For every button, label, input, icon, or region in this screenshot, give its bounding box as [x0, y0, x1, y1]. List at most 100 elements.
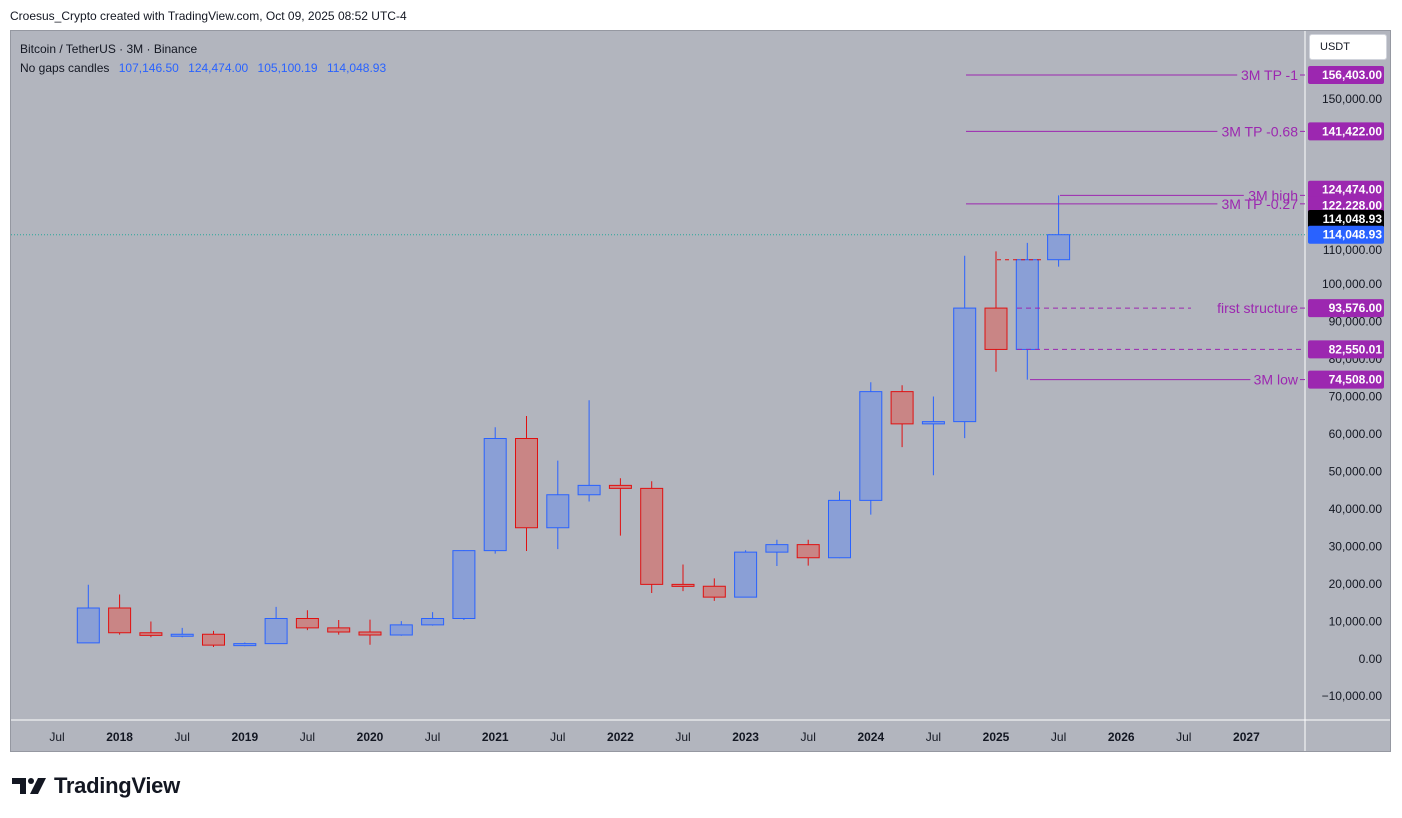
- x-tick-label: 2027: [1233, 730, 1260, 744]
- y-tick-label: 50,000.00: [1329, 465, 1383, 479]
- x-tick-label: Jul: [425, 730, 440, 744]
- candle-body: [640, 487, 664, 585]
- y-tick-label: −10,000.00: [1322, 689, 1383, 703]
- x-tick-label: 2026: [1108, 730, 1135, 744]
- x-tick-label: Jul: [926, 730, 941, 744]
- candle-body: [1015, 259, 1039, 350]
- symbol-title[interactable]: Bitcoin / TetherUS · 3M · Binance: [20, 42, 198, 56]
- chart-pane[interactable]: [10, 30, 1391, 752]
- x-tick-label: 2018: [106, 730, 133, 744]
- candle-body: [765, 544, 789, 553]
- low-value: 105,100.19: [257, 61, 318, 75]
- tradingview-logo-icon: [12, 778, 46, 794]
- candle-mode-label: No gaps candles: [20, 61, 110, 75]
- candle-body: [577, 484, 601, 496]
- y-tick-label: 90,000.00: [1329, 315, 1383, 329]
- x-tick-label: 2020: [357, 730, 384, 744]
- candle-body: [421, 618, 445, 626]
- chart-attribution: Croesus_Crypto created with TradingView.…: [10, 9, 407, 23]
- y-tick-label: 70,000.00: [1329, 390, 1383, 404]
- currency-button[interactable]: USDT: [1309, 34, 1387, 60]
- candle-body: [76, 607, 100, 644]
- level-axis-tag-bg: [1308, 66, 1384, 84]
- candlestick-chart[interactable]: −10,000.00 0.00 10,000.00 20,000.00 30,000.0…: [0, 0, 1402, 760]
- x-tick-label: 2019: [231, 730, 258, 744]
- x-tick-label: Jul: [801, 730, 816, 744]
- tradingview-logo-text: TradingView: [54, 773, 180, 798]
- level-axis-tag: 124,474.00: [1322, 183, 1382, 197]
- candle-body: [358, 631, 382, 636]
- x-tick-label: Jul: [300, 730, 315, 744]
- level-axis-tag-bg: [1308, 122, 1384, 141]
- y-tick-label: 0.00: [1359, 652, 1383, 666]
- ohlc-values: No gaps candles 107,146.50 124,474.00 10…: [20, 59, 386, 78]
- candle-body: [452, 550, 476, 619]
- y-tick-label: 30,000.00: [1329, 540, 1383, 554]
- candle-body: [515, 438, 538, 529]
- x-tick-label: Jul: [1051, 730, 1066, 744]
- candle-body: [828, 499, 851, 559]
- level-axis-tag: 122,228.00: [1322, 199, 1382, 213]
- level-text-label: 3M low: [1254, 372, 1299, 388]
- candle-body: [295, 618, 319, 629]
- level-text-label: first structure: [1217, 300, 1298, 316]
- x-tick-label: 2024: [857, 730, 884, 744]
- x-tick-label: Jul: [550, 730, 565, 744]
- x-tick-label: 2025: [983, 730, 1010, 744]
- y-tick-label: 100,000.00: [1322, 277, 1382, 291]
- candle-body: [1047, 234, 1071, 261]
- candle-body: [671, 583, 695, 587]
- current-price-tag-bg: [1308, 225, 1384, 244]
- level-text-label: 3M TP -0.27: [1221, 196, 1298, 212]
- y-tick-label: 150,000.00: [1322, 92, 1382, 106]
- candle-body: [546, 494, 570, 529]
- y-tick-label: 20,000.00: [1329, 577, 1383, 591]
- candle-body: [734, 551, 758, 598]
- level-axis-tag: 141,422.00: [1322, 124, 1382, 138]
- candle-body: [984, 307, 1008, 350]
- x-tick-label: 2021: [482, 730, 509, 744]
- level-axis-tag-bg: [1308, 180, 1384, 199]
- x-tick-label: Jul: [49, 730, 64, 744]
- tradingview-logo[interactable]: TradingView: [12, 773, 180, 799]
- x-tick-label: 2022: [607, 730, 634, 744]
- high-value: 124,474.00: [188, 61, 249, 75]
- candle-body: [859, 391, 883, 501]
- y-tick-label: 40,000.00: [1329, 502, 1383, 516]
- candle-body: [170, 633, 194, 637]
- x-tick-label: Jul: [175, 730, 190, 744]
- level-text-label: 3M TP -1: [1241, 67, 1298, 83]
- y-tick-label: 10,000.00: [1329, 615, 1383, 629]
- last-close-tag: 114,048.93: [1323, 212, 1383, 226]
- open-value: 107,146.50: [118, 61, 179, 75]
- candle-body: [921, 421, 945, 425]
- candle-body: [608, 484, 632, 489]
- current-price-tag: 114,048.93: [1323, 228, 1383, 242]
- candle-body: [264, 618, 288, 645]
- candle-body: [202, 633, 225, 646]
- candle-body: [953, 307, 977, 423]
- level-text-label: 3M TP -0.68: [1221, 123, 1298, 139]
- level-axis-tag: 93,576.00: [1329, 301, 1383, 315]
- x-tick-label: Jul: [675, 730, 690, 744]
- candle-body: [233, 643, 257, 647]
- level-axis-tag-bg: [1308, 299, 1384, 318]
- level-axis-tag: 156,403.00: [1322, 68, 1382, 82]
- candle-body: [389, 624, 413, 636]
- candle-body: [796, 544, 820, 559]
- level-axis-tag: 74,508.00: [1329, 373, 1383, 387]
- candle-body: [108, 607, 132, 634]
- level-axis-tag: 82,550.01: [1329, 342, 1383, 356]
- x-tick-label: 2023: [732, 730, 759, 744]
- candle-body: [702, 585, 726, 598]
- candle-body: [483, 438, 507, 552]
- level-axis-tag-bg: [1308, 340, 1384, 359]
- level-axis-tag-bg: [1308, 370, 1384, 389]
- last-close-tag-bg: [1308, 210, 1384, 229]
- y-tick-label: 60,000.00: [1329, 427, 1383, 441]
- candle-body: [327, 627, 351, 633]
- y-tick-label: 110,000.00: [1323, 243, 1382, 257]
- candle-body: [139, 632, 163, 636]
- close-value: 114,048.93: [326, 61, 387, 75]
- candle-body: [890, 391, 914, 425]
